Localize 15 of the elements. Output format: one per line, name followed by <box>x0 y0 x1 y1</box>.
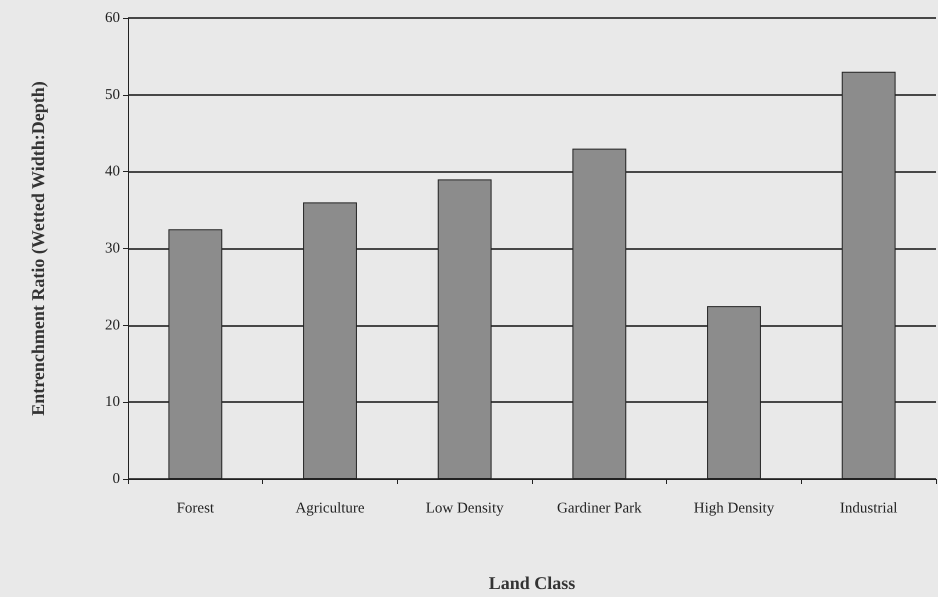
x-axis-title: Land Class <box>488 573 576 593</box>
x-tick-label: Low Density <box>426 500 504 516</box>
x-tick-label: High Density <box>694 500 775 516</box>
y-tick-label: 0 <box>112 471 120 487</box>
y-tick-label: 50 <box>105 86 120 103</box>
x-tick-label: Agriculture <box>295 500 365 516</box>
x-tick-label: Forest <box>176 500 215 516</box>
y-tick-label: 30 <box>105 240 120 256</box>
y-axis-title: Entrenchment Ratio (Wetted Width:Depth) <box>28 81 48 416</box>
y-tick-label: 20 <box>105 317 120 334</box>
x-tick-label: Industrial <box>840 500 898 516</box>
x-tick-label: Gardiner Park <box>557 500 642 516</box>
y-tick-label: 40 <box>105 164 120 180</box>
y-tick-label: 60 <box>105 10 120 26</box>
y-tick-label: 10 <box>105 394 120 410</box>
